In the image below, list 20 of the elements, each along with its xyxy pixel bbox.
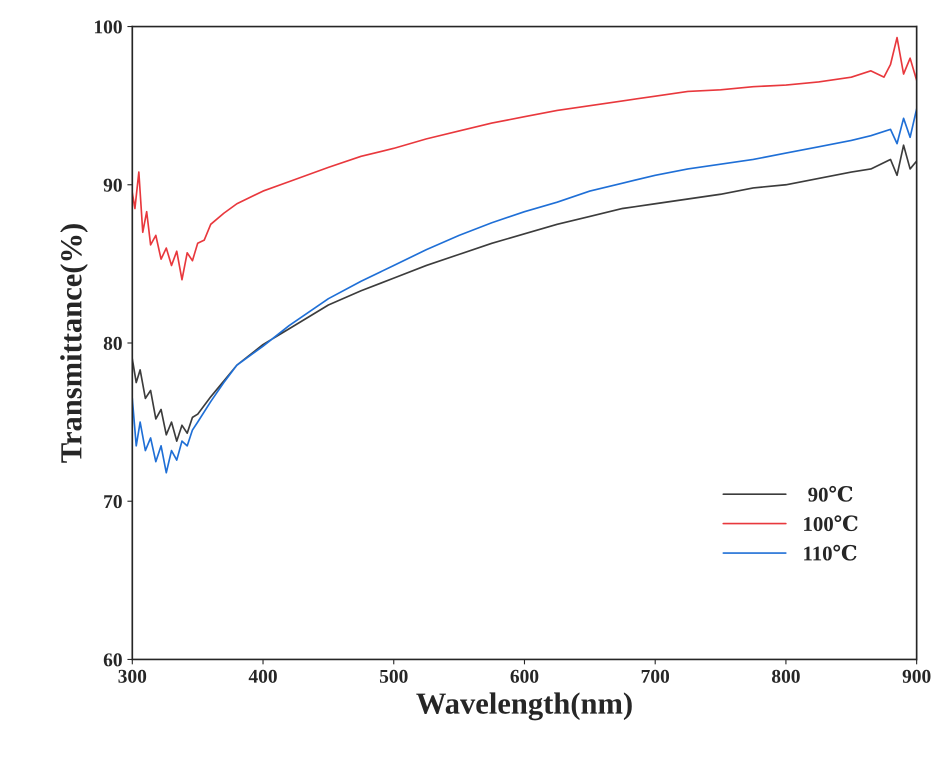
x-axis-title: Wavelength(nm) [416, 692, 632, 720]
x-tick-label: 500 [380, 670, 408, 683]
x-tick-label: 300 [118, 670, 146, 683]
y-tick-label: 100 [94, 20, 122, 34]
y-axis-title: Transmittance(%) [60, 224, 88, 463]
x-tick-label: 800 [772, 670, 800, 683]
line-series [132, 144, 917, 442]
y-tick-label: 80 [104, 336, 122, 350]
x-tick-label: 600 [510, 670, 538, 683]
legend-label: 90℃ [808, 486, 852, 502]
line-series [132, 108, 917, 474]
y-tick-label: 60 [104, 653, 122, 666]
x-tick-label: 900 [902, 670, 930, 683]
x-tick-label: 700 [642, 670, 670, 683]
y-tick-label: 90 [104, 178, 122, 192]
legend-label: 110℃ [804, 544, 856, 561]
legend-label: 100℃ [804, 515, 858, 532]
x-tick-label: 400 [248, 670, 277, 683]
line-series [132, 36, 917, 281]
y-tick-label: 70 [104, 495, 122, 508]
